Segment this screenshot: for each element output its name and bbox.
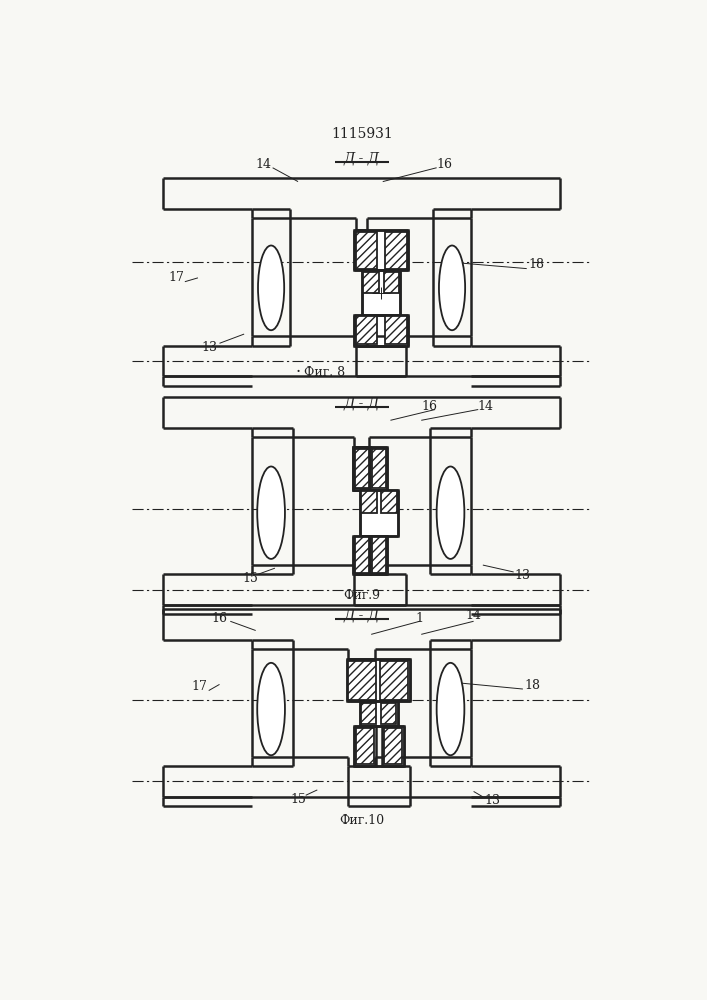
- Bar: [356, 728, 374, 764]
- Text: 1115931: 1115931: [331, 127, 393, 141]
- Text: 16: 16: [436, 158, 452, 171]
- Text: 13: 13: [484, 794, 500, 807]
- Text: 15: 15: [243, 572, 258, 585]
- Text: 17: 17: [192, 680, 207, 693]
- Text: 13: 13: [201, 341, 218, 354]
- Bar: [354, 447, 370, 490]
- Bar: [383, 728, 402, 764]
- Text: Фиг.10: Фиг.10: [339, 814, 385, 827]
- Bar: [354, 315, 408, 346]
- Text: 14: 14: [478, 400, 494, 413]
- Bar: [354, 536, 370, 574]
- Bar: [382, 726, 404, 766]
- Text: 15: 15: [290, 793, 306, 806]
- Bar: [354, 447, 370, 490]
- Bar: [354, 230, 408, 270]
- Ellipse shape: [258, 246, 284, 330]
- Text: Фиг.9: Фиг.9: [344, 589, 380, 602]
- Bar: [356, 232, 378, 269]
- Text: 18: 18: [529, 258, 544, 271]
- Bar: [346, 659, 409, 701]
- Ellipse shape: [437, 466, 464, 559]
- Text: 1: 1: [416, 612, 423, 625]
- Ellipse shape: [257, 466, 285, 559]
- Ellipse shape: [439, 246, 465, 330]
- Bar: [360, 490, 398, 536]
- Bar: [355, 449, 368, 488]
- Bar: [381, 491, 397, 513]
- Bar: [361, 703, 376, 724]
- Bar: [372, 449, 386, 488]
- Text: Фиг. 8: Фиг. 8: [305, 366, 346, 379]
- Bar: [363, 272, 379, 293]
- Bar: [354, 726, 376, 766]
- Bar: [383, 272, 399, 293]
- Ellipse shape: [437, 663, 464, 755]
- Bar: [348, 661, 376, 700]
- Bar: [362, 270, 400, 315]
- Text: 14: 14: [466, 609, 481, 622]
- Text: 18: 18: [525, 679, 541, 692]
- Bar: [356, 316, 378, 344]
- Bar: [355, 449, 369, 488]
- Text: Д - Д: Д - Д: [344, 608, 380, 622]
- Bar: [360, 701, 398, 726]
- Bar: [372, 537, 386, 573]
- Text: 16: 16: [421, 400, 437, 413]
- Text: 16: 16: [211, 612, 228, 625]
- Bar: [385, 316, 407, 344]
- Text: 14: 14: [255, 158, 271, 171]
- Bar: [356, 449, 368, 488]
- Ellipse shape: [257, 663, 285, 755]
- Text: Д - Д: Д - Д: [344, 151, 380, 165]
- Bar: [380, 661, 408, 700]
- Bar: [355, 537, 369, 573]
- Bar: [354, 447, 370, 490]
- Text: 13: 13: [515, 569, 531, 582]
- Text: Д - Д: Д - Д: [344, 396, 380, 410]
- Bar: [361, 491, 377, 513]
- Bar: [370, 536, 387, 574]
- Bar: [381, 703, 396, 724]
- Text: 17: 17: [168, 271, 185, 284]
- Bar: [370, 447, 387, 490]
- Text: ·: ·: [296, 364, 300, 381]
- Bar: [385, 232, 407, 269]
